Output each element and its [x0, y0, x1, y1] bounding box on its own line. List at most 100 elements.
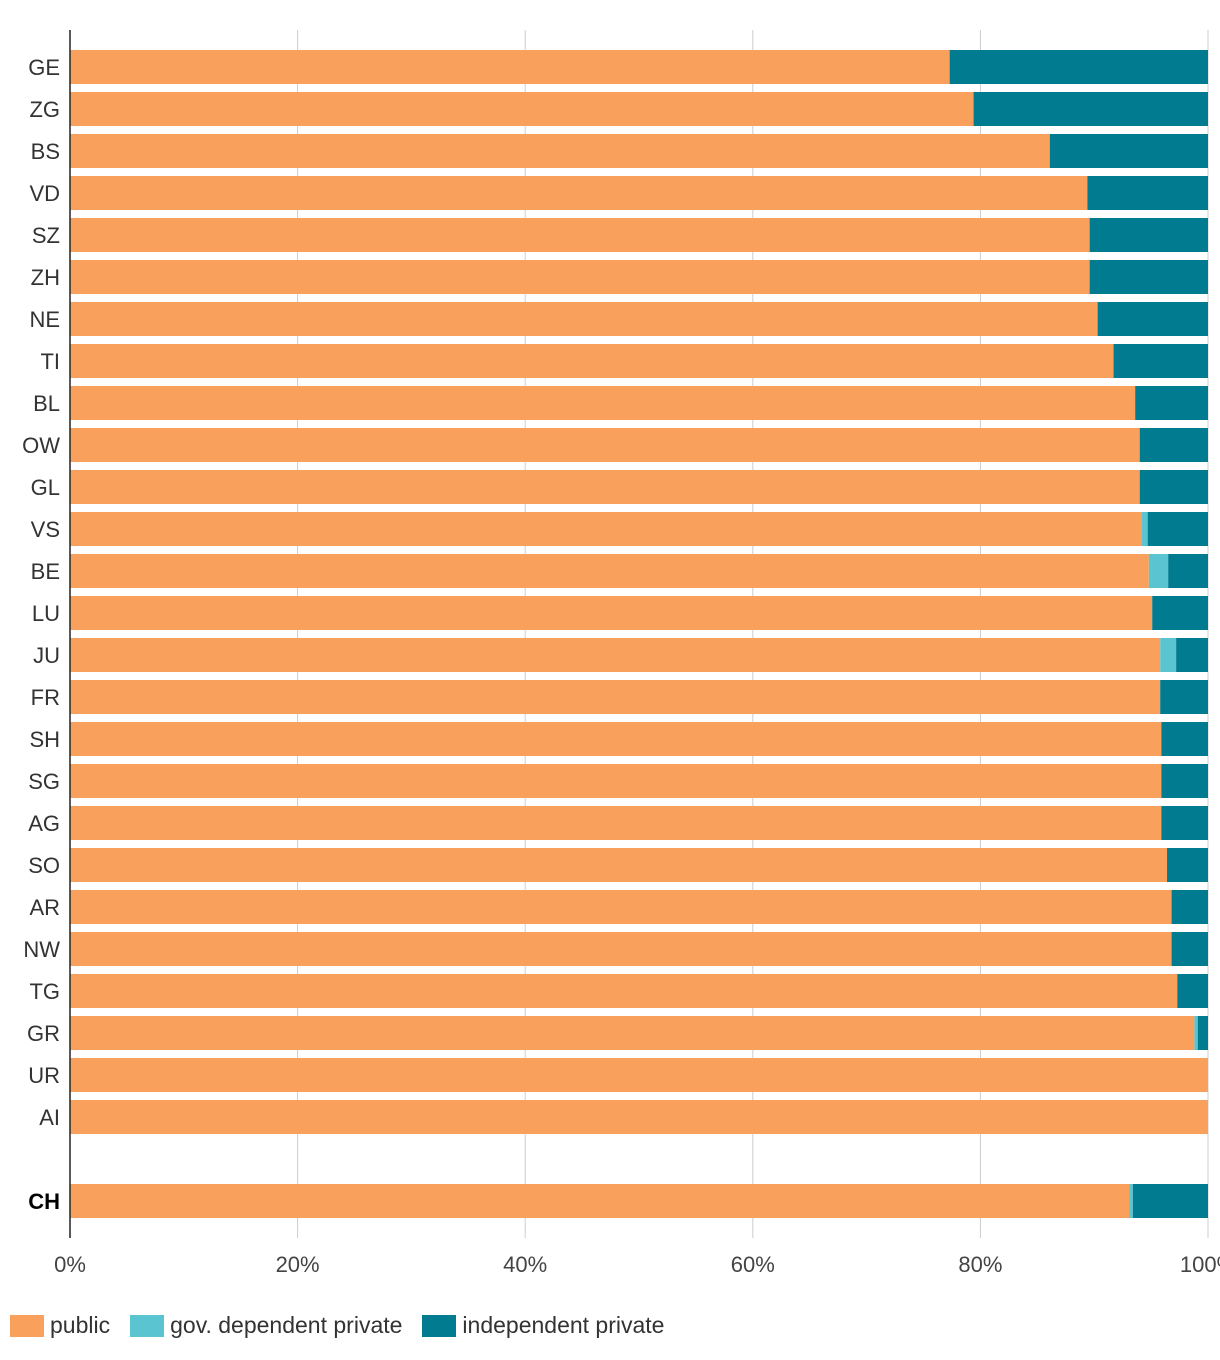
bar-segment-lu-independent-private: [1152, 596, 1208, 630]
bar-segment-sh-independent-private: [1161, 722, 1208, 756]
bar-segment-so-independent-private: [1167, 848, 1208, 882]
bar-segment-sz-independent-private: [1089, 218, 1208, 252]
y-category-label: VD: [29, 181, 60, 206]
bar-segment-zg-public: [70, 92, 974, 126]
bar-segment-ne-public: [70, 302, 1098, 336]
legend-label-public: public: [50, 1312, 111, 1338]
x-tick-label: 60%: [731, 1252, 775, 1277]
bar-segment-zh-public: [70, 260, 1090, 294]
bar-segment-zg-independent-private: [973, 92, 1208, 126]
y-category-label: TG: [29, 979, 60, 1004]
legend-item-public: public: [10, 1312, 110, 1339]
y-category-label: CH: [28, 1189, 60, 1214]
bar-segment-sh-public: [70, 722, 1162, 756]
bar-segment-ag-public: [70, 806, 1162, 840]
bar-segment-ow-independent-private: [1139, 428, 1208, 462]
bar-segment-ar-independent-private: [1171, 890, 1208, 924]
bar-segment-fr-public: [70, 680, 1161, 714]
legend: public gov. dependent private independen…: [10, 1312, 684, 1339]
legend-label-gov-dependent-private: gov. dependent private: [170, 1312, 403, 1338]
bar-segment-so-public: [70, 848, 1168, 882]
bar-segment-gr-public: [70, 1016, 1195, 1050]
bar-segment-ag-independent-private: [1161, 806, 1208, 840]
bar-segment-ge-public: [70, 50, 950, 84]
legend-swatch-independent-private: [422, 1314, 457, 1337]
bar-segment-ch-public: [70, 1184, 1130, 1218]
bar-segment-gr-independent-private: [1197, 1016, 1208, 1050]
bar-segment-nw-independent-private: [1171, 932, 1208, 966]
bar-segment-ne-independent-private: [1097, 302, 1208, 336]
y-category-label: GL: [31, 475, 60, 500]
y-category-label: OW: [22, 433, 60, 458]
bar-segment-bs-public: [70, 134, 1050, 168]
bar-segment-lu-public: [70, 596, 1153, 630]
y-category-label: SZ: [32, 223, 60, 248]
bar-segment-tg-public: [70, 974, 1178, 1008]
legend-label-independent-private: independent private: [462, 1312, 665, 1338]
x-tick-label: 80%: [958, 1252, 1002, 1277]
y-category-label: AI: [39, 1105, 60, 1130]
bar-segment-ow-public: [70, 428, 1140, 462]
bar-segment-vd-public: [70, 176, 1088, 210]
stacked-bar-chart: 0% 20% 40% 60% 80% 100% GE ZG BS VD SZ ZH NE TI BL OW GL…: [22, 30, 1220, 1277]
bar-segment-ar-public: [70, 890, 1172, 924]
legend-item-gov-dependent-private: gov. dependent private: [130, 1312, 402, 1339]
y-category-label: UR: [28, 1063, 60, 1088]
bar-segment-ur-public: [70, 1058, 1208, 1092]
bar-segment-vs-gov-dependent-private: [1141, 512, 1148, 546]
y-category-label: LU: [32, 601, 60, 626]
bar-segment-ju-public: [70, 638, 1161, 672]
x-tick-label: 20%: [276, 1252, 320, 1277]
y-category-label: VS: [31, 517, 60, 542]
bar-segment-ju-gov-dependent-private: [1160, 638, 1177, 672]
legend-swatch-public: [10, 1314, 44, 1337]
bar-segment-bl-independent-private: [1135, 386, 1208, 420]
y-category-label: FR: [31, 685, 60, 710]
bar-segment-tg-independent-private: [1177, 974, 1208, 1008]
y-category-label: BL: [33, 391, 60, 416]
bar-segment-bs-independent-private: [1049, 134, 1208, 168]
legend-item-independent-private: independent private: [422, 1312, 664, 1339]
bar-segment-nw-public: [70, 932, 1172, 966]
y-category-label: SG: [28, 769, 60, 794]
y-category-label: JU: [33, 643, 60, 668]
bar-segment-ai-public: [70, 1100, 1208, 1134]
y-category-label: BS: [31, 139, 60, 164]
bar-segment-zh-independent-private: [1089, 260, 1208, 294]
x-tick-label: 40%: [503, 1252, 547, 1277]
bar-segment-vs-independent-private: [1147, 512, 1208, 546]
legend-swatch-gov-dependent-private: [130, 1314, 165, 1337]
bar-segment-ch-gov-dependent-private: [1129, 1184, 1133, 1218]
y-category-label: ZG: [29, 97, 60, 122]
bar-segment-vs-public: [70, 512, 1142, 546]
bar-segment-ti-independent-private: [1113, 344, 1208, 378]
y-category-label: AG: [28, 811, 60, 836]
bar-segment-vd-independent-private: [1087, 176, 1208, 210]
y-category-label: BE: [31, 559, 60, 584]
x-tick-label: 100%: [1180, 1252, 1220, 1277]
bar-segment-gl-public: [70, 470, 1140, 504]
y-category-label: NE: [29, 307, 60, 332]
bar-segment-gl-independent-private: [1139, 470, 1208, 504]
bar-segment-sg-public: [70, 764, 1162, 798]
bar-segment-ju-independent-private: [1176, 638, 1208, 672]
y-category-label: GR: [27, 1021, 60, 1046]
y-category-label: SH: [29, 727, 60, 752]
y-category-label: SO: [28, 853, 60, 878]
y-category-label: AR: [29, 895, 60, 920]
bar-segment-sg-independent-private: [1161, 764, 1208, 798]
bar-segment-sz-public: [70, 218, 1090, 252]
bar-segment-ch-independent-private: [1132, 1184, 1208, 1218]
y-category-label: GE: [28, 55, 60, 80]
bar-segment-fr-independent-private: [1160, 680, 1208, 714]
bar-segment-bl-public: [70, 386, 1136, 420]
y-category-label: ZH: [31, 265, 60, 290]
bar-segment-be-public: [70, 554, 1149, 588]
bar-segment-ge-independent-private: [949, 50, 1208, 84]
bar-segment-gr-gov-dependent-private: [1194, 1016, 1198, 1050]
y-category-label: TI: [40, 349, 60, 374]
x-tick-label: 0%: [54, 1252, 86, 1277]
bar-segment-ti-public: [70, 344, 1114, 378]
y-category-label: NW: [23, 937, 60, 962]
bar-segment-be-gov-dependent-private: [1148, 554, 1169, 588]
